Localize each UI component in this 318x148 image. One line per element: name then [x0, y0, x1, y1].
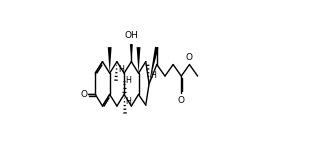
- Text: O: O: [80, 90, 87, 99]
- Text: O: O: [178, 96, 185, 105]
- Text: H: H: [125, 97, 131, 106]
- Text: OH: OH: [124, 31, 138, 40]
- Text: H: H: [125, 76, 131, 85]
- Polygon shape: [137, 47, 141, 73]
- Text: O: O: [186, 53, 193, 62]
- Polygon shape: [108, 47, 112, 73]
- Polygon shape: [130, 44, 133, 62]
- Text: H: H: [118, 65, 124, 74]
- Text: H: H: [150, 71, 156, 80]
- Polygon shape: [149, 47, 159, 84]
